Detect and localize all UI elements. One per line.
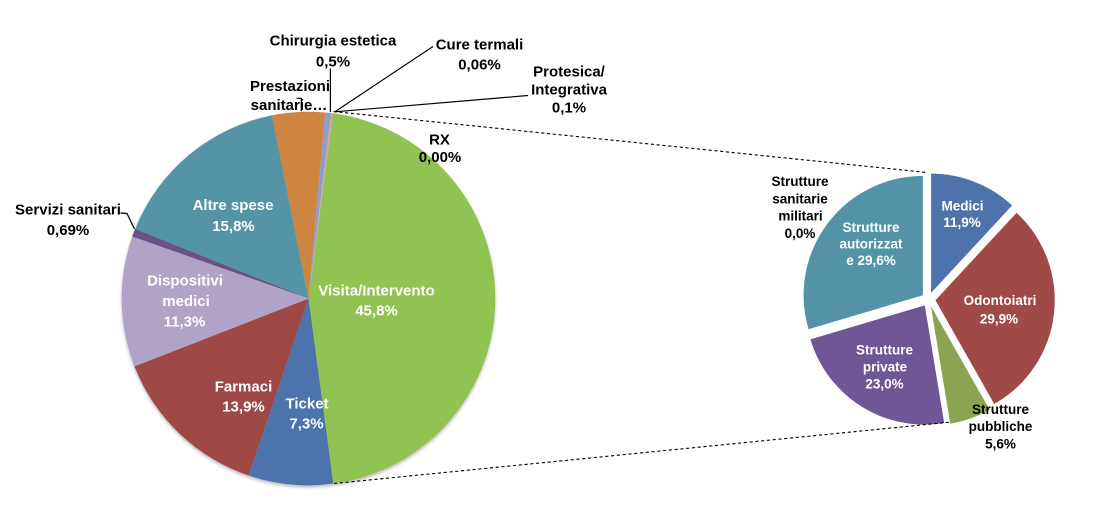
svg-text:Medici: Medici (941, 199, 983, 214)
svg-text:Strutture: Strutture (972, 402, 1029, 417)
svg-text:13,9%: 13,9% (222, 399, 265, 416)
svg-text:15,8%: 15,8% (212, 218, 255, 235)
svg-text:45,8%: 45,8% (355, 303, 398, 320)
svg-text:Odontoiatri: Odontoiatri (964, 293, 1037, 308)
svg-text:Prestazioni: Prestazioni (250, 78, 330, 95)
svg-text:Chirurgia estetica: Chirurgia estetica (270, 33, 397, 50)
svg-text:sanitarie: sanitarie (772, 192, 828, 207)
svg-text:Integrativa: Integrativa (531, 82, 608, 99)
svg-text:e 29,6%: e 29,6% (846, 253, 896, 268)
svg-text:7,3%: 7,3% (289, 416, 323, 433)
svg-text:militari: militari (778, 209, 822, 224)
svg-text:11,3%: 11,3% (164, 314, 206, 331)
svg-text:0,00%: 0,00% (419, 149, 462, 166)
svg-text:Visita/Intervento: Visita/Intervento (318, 283, 434, 300)
svg-text:29,9%: 29,9% (980, 312, 1018, 327)
svg-text:11,9%: 11,9% (943, 215, 981, 230)
svg-text:Ticket: Ticket (285, 396, 328, 413)
svg-text:0,69%: 0,69% (47, 222, 90, 239)
svg-text:private: private (863, 360, 908, 375)
svg-text:pubbliche: pubbliche (969, 419, 1033, 434)
svg-text:Strutture: Strutture (856, 343, 913, 358)
svg-text:Cure termali: Cure termali (436, 37, 524, 54)
svg-text:sanitarie…: sanitarie… (251, 97, 328, 114)
svg-text:Dispositivi: Dispositivi (147, 273, 223, 290)
svg-text:0,1%: 0,1% (552, 100, 586, 117)
svg-text:autorizzat: autorizzat (839, 237, 903, 252)
svg-text:RX: RX (429, 132, 450, 149)
svg-text:23,0%: 23,0% (865, 377, 903, 392)
svg-text:Strutture: Strutture (772, 174, 829, 189)
svg-text:Strutture: Strutture (843, 220, 900, 235)
svg-text:0,5%: 0,5% (316, 54, 350, 71)
svg-text:Farmaci: Farmaci (215, 379, 273, 396)
svg-text:Protesica/: Protesica/ (533, 64, 606, 81)
svg-text:Servizi sanitari: Servizi sanitari (15, 202, 121, 219)
svg-text:medici: medici (162, 293, 210, 310)
svg-text:5,6%: 5,6% (985, 437, 1016, 452)
svg-text:Altre spese: Altre spese (193, 197, 274, 214)
svg-text:0,0%: 0,0% (785, 226, 816, 241)
svg-text:0,06%: 0,06% (458, 57, 501, 74)
